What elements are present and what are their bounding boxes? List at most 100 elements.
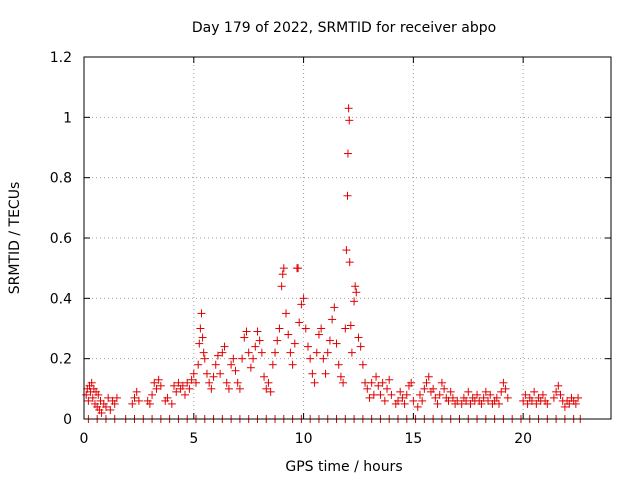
- y-tick-label: 0.2: [50, 352, 72, 368]
- data-point: [323, 348, 332, 357]
- ticks-layer: 0 5 10 15 20 0 0.2 0.4 0.6 0.8 1 1.2: [50, 50, 611, 447]
- data-point: [242, 327, 251, 336]
- data-point: [332, 339, 341, 348]
- data-point: [163, 393, 172, 402]
- data-point: [387, 390, 396, 399]
- data-point: [132, 387, 141, 396]
- x-tick-label: 10: [295, 431, 313, 447]
- data-point: [374, 381, 383, 390]
- data-point: [205, 378, 214, 387]
- data-point: [154, 375, 163, 384]
- data-point: [202, 369, 211, 378]
- data-point: [350, 297, 359, 306]
- data-point: [106, 405, 115, 414]
- data-point: [495, 399, 504, 408]
- data-point: [552, 387, 561, 396]
- data-point: [172, 387, 181, 396]
- data-point: [347, 348, 356, 357]
- data-point: [310, 378, 319, 387]
- data-point: [325, 336, 334, 345]
- data-point: [303, 342, 312, 351]
- data-point: [213, 351, 222, 360]
- data-point: [229, 354, 238, 363]
- data-point: [222, 378, 231, 387]
- data-point: [317, 324, 326, 333]
- x-tick-label: 0: [80, 431, 89, 447]
- data-point: [415, 390, 424, 399]
- data-point: [433, 399, 442, 408]
- data-point: [560, 402, 569, 411]
- data-point: [571, 399, 580, 408]
- data-point: [200, 354, 209, 363]
- data-point: [342, 246, 351, 255]
- data-point: [191, 378, 200, 387]
- data-point: [446, 387, 455, 396]
- data-point: [240, 333, 249, 342]
- data-point: [152, 384, 161, 393]
- data-point: [295, 318, 304, 327]
- data-point: [396, 387, 405, 396]
- data-point: [294, 264, 303, 273]
- data-point: [211, 360, 220, 369]
- data-point: [301, 324, 310, 333]
- data-point: [227, 360, 236, 369]
- data-point: [400, 399, 409, 408]
- data-point: [344, 104, 353, 113]
- data-point: [271, 348, 280, 357]
- data-point: [314, 330, 323, 339]
- data-point: [299, 294, 308, 303]
- y-axis-label: SRMTID / TECUs: [7, 182, 23, 295]
- data-point: [486, 390, 495, 399]
- data-point: [112, 393, 121, 402]
- data-point: [497, 387, 506, 396]
- data-point: [312, 348, 321, 357]
- data-point: [319, 354, 328, 363]
- data-point: [499, 378, 508, 387]
- data-point: [418, 396, 427, 405]
- data-point: [444, 396, 453, 405]
- y-tick-label: 1: [63, 110, 72, 126]
- data-point: [199, 348, 208, 357]
- data-point: [321, 369, 330, 378]
- data-point: [372, 372, 381, 381]
- data-point: [556, 390, 565, 399]
- grid-layer: [84, 57, 611, 419]
- data-point: [521, 390, 530, 399]
- data-point: [519, 396, 528, 405]
- data-point: [367, 378, 376, 387]
- data-point: [88, 393, 97, 402]
- data-point: [543, 399, 552, 408]
- data-point: [385, 375, 394, 384]
- data-point: [352, 288, 361, 297]
- data-point: [431, 393, 440, 402]
- data-point: [278, 270, 287, 279]
- data-point: [308, 369, 317, 378]
- data-point: [185, 384, 194, 393]
- data-point: [264, 378, 273, 387]
- data-point: [290, 339, 299, 348]
- plot-frame: [83, 56, 612, 420]
- data-point: [462, 396, 471, 405]
- chart-title: Day 179 of 2022, SRMTID for receiver abp…: [192, 20, 496, 36]
- data-point: [194, 360, 203, 369]
- data-point: [345, 116, 354, 125]
- data-point: [448, 393, 457, 402]
- data-point: [409, 396, 418, 405]
- data-point: [104, 393, 113, 402]
- data-point: [266, 387, 275, 396]
- data-point: [538, 390, 547, 399]
- data-point: [473, 390, 482, 399]
- data-point: [354, 333, 363, 342]
- data-point: [244, 348, 253, 357]
- data-point: [174, 378, 183, 387]
- data-point: [351, 282, 360, 291]
- data-point: [231, 366, 240, 375]
- data-point: [328, 315, 337, 324]
- data-point: [345, 258, 354, 267]
- data-point: [187, 375, 196, 384]
- data-point: [356, 342, 365, 351]
- data-point: [156, 381, 165, 390]
- data-point: [178, 381, 187, 390]
- data-point: [457, 399, 466, 408]
